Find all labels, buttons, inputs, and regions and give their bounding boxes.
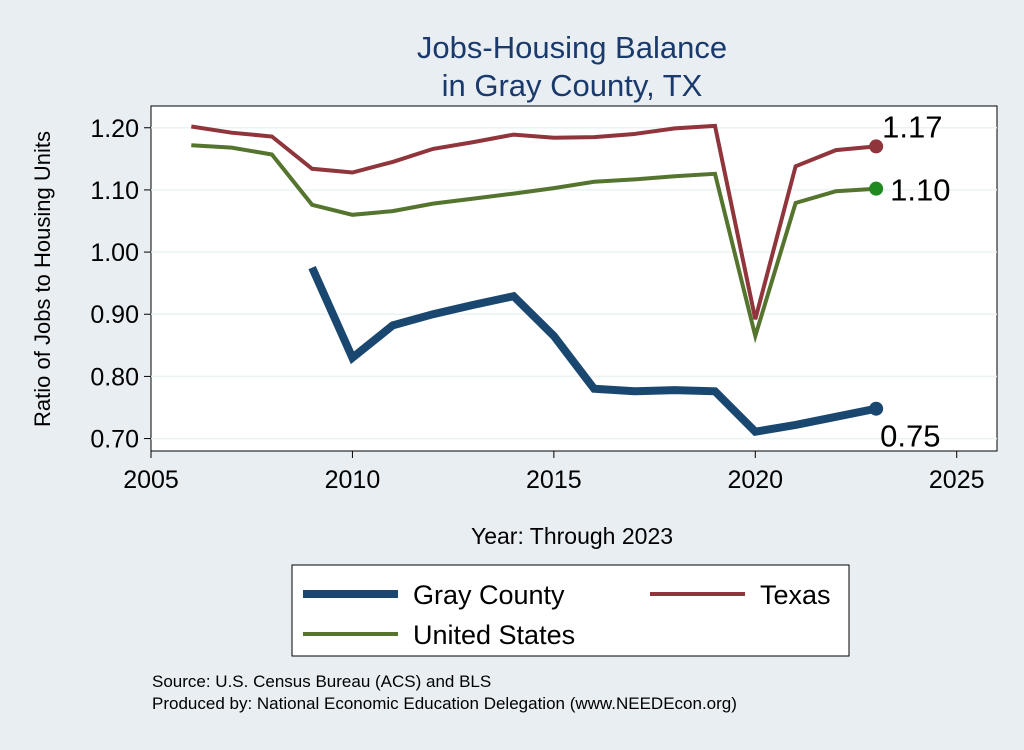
produced-by-note: Produced by: National Economic Education… [152, 694, 737, 713]
x-tick-label: 2025 [929, 466, 985, 494]
chart-title-line-2: in Gray County, TX [442, 68, 703, 103]
y-tick-label: 1.20 [90, 115, 139, 143]
plot-area [150, 105, 998, 452]
chart-title-line-1: Jobs-Housing Balance [417, 30, 727, 65]
y-tick-label: 1.00 [90, 239, 139, 267]
legend-box [291, 564, 850, 657]
end-label-united-states: 1.10 [890, 173, 950, 208]
y-axis-label: Ratio of Jobs to Housing Units [30, 131, 55, 427]
series-line-gray-county [308, 265, 877, 436]
axes: 0.70 0.80 0.90 1.00 1.10 1.20 2005 2010 2015 2020… [90, 115, 984, 494]
legend-label-texas: Texas [760, 580, 831, 610]
x-axis-label: Year: Through 2023 [471, 523, 673, 549]
y-tick-label: 0.80 [90, 363, 139, 391]
end-marker-united-states [869, 181, 884, 196]
source-note: Source: U.S. Census Bureau (ACS) and BLS [152, 672, 491, 691]
series-line-united-states [191, 143, 877, 344]
legend: Gray County Texas United States [303, 580, 831, 650]
legend-label-united-states: United States [413, 620, 575, 650]
x-tick-label: 2015 [526, 466, 582, 494]
y-tick-label: 0.70 [90, 426, 139, 454]
legend-label-gray-county: Gray County [413, 580, 565, 610]
end-marker-gray-county [869, 401, 884, 416]
data-series: 0.75 1.17 1.10 [190, 109, 950, 454]
grid-lines [151, 127, 997, 440]
x-tick-label: 2010 [325, 466, 381, 494]
y-tick-label: 1.10 [90, 177, 139, 205]
x-tick-label: 2020 [727, 466, 783, 494]
x-tick-label: 2005 [123, 466, 179, 494]
end-label-texas: 1.17 [882, 109, 942, 144]
series-line-texas [190, 123, 877, 320]
y-tick-label: 0.90 [90, 301, 139, 329]
end-label-gray-county: 0.75 [880, 419, 940, 454]
end-marker-texas [869, 139, 884, 154]
